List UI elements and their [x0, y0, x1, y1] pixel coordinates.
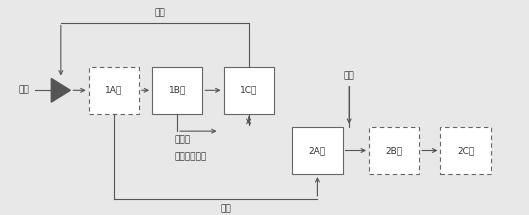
Text: 原料: 原料: [19, 86, 29, 95]
Text: 母液: 母液: [154, 8, 166, 17]
Polygon shape: [51, 78, 70, 102]
Text: 1B段: 1B段: [169, 86, 186, 95]
Text: 母液: 母液: [221, 204, 232, 213]
Text: 2C段: 2C段: [457, 146, 474, 155]
Text: 1C段: 1C段: [240, 86, 257, 95]
Text: 母液去: 母液去: [175, 135, 190, 144]
Bar: [152, 67, 203, 114]
Text: 母液: 母液: [344, 72, 354, 81]
Bar: [369, 127, 419, 174]
Bar: [292, 127, 343, 174]
Bar: [440, 127, 491, 174]
Text: 2B段: 2B段: [386, 146, 403, 155]
Bar: [88, 67, 139, 114]
Text: 2A段: 2A段: [309, 146, 326, 155]
Text: 邻二氯苯精馏: 邻二氯苯精馏: [175, 153, 207, 162]
Bar: [223, 67, 274, 114]
Text: 1A段: 1A段: [105, 86, 122, 95]
